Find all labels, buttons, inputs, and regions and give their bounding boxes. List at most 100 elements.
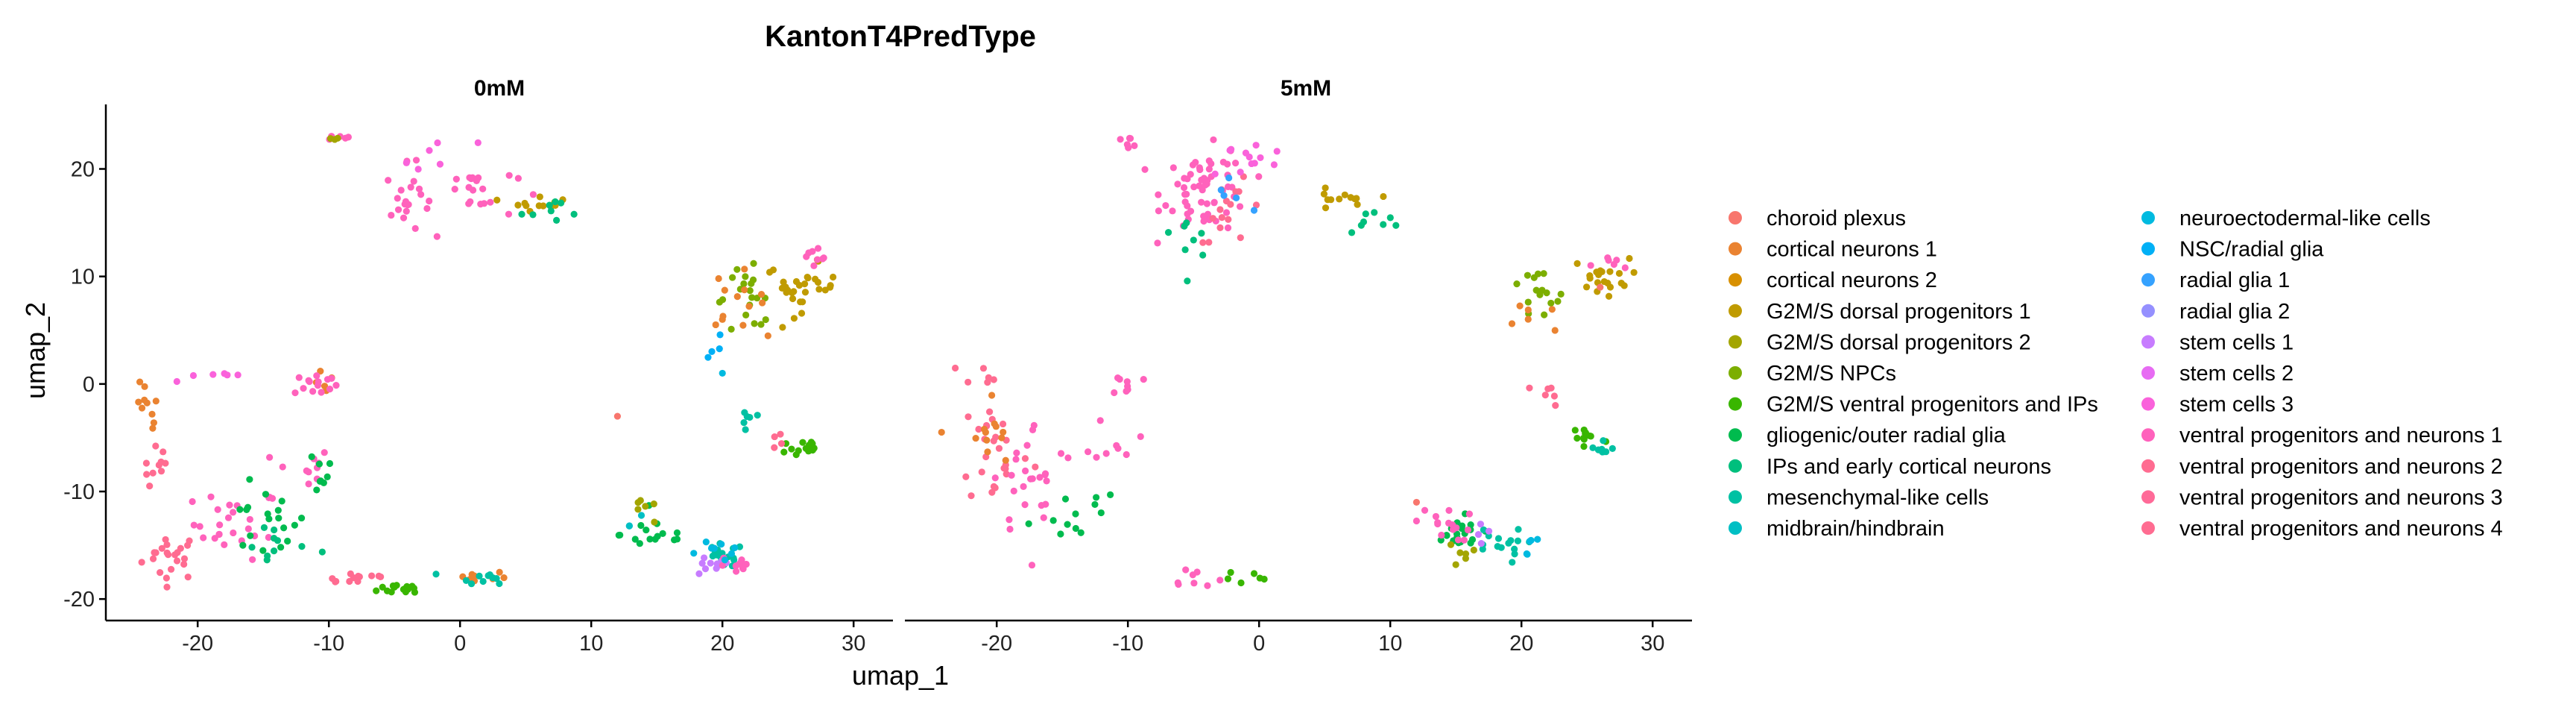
data-point — [1357, 222, 1365, 229]
data-point — [759, 299, 766, 307]
data-point — [757, 321, 765, 328]
facet-label-0mM: 0mM — [474, 76, 525, 101]
legend-item: cortical neurons 1 — [1729, 238, 1937, 262]
data-point — [716, 345, 723, 353]
data-point — [552, 198, 559, 206]
data-point — [1064, 521, 1071, 528]
data-point — [540, 202, 547, 210]
data-point — [239, 541, 247, 549]
data-point — [1184, 277, 1191, 285]
data-point — [1513, 280, 1521, 288]
x-tick-label: -10 — [1112, 632, 1143, 656]
data-point — [1250, 207, 1258, 214]
data-point — [615, 532, 622, 539]
data-point — [637, 521, 645, 530]
data-point — [474, 139, 482, 146]
data-point — [1251, 160, 1258, 167]
data-point — [701, 565, 710, 573]
data-point — [388, 588, 395, 596]
data-point — [309, 388, 317, 395]
data-point — [1021, 455, 1029, 462]
legend-label: NSC/radial glia — [2179, 238, 2324, 262]
data-point — [1190, 236, 1197, 244]
data-point — [1097, 509, 1105, 517]
data-point — [317, 367, 324, 375]
data-point — [1196, 166, 1204, 174]
y-tick-label: 0 — [83, 373, 95, 397]
legend-label: radial glia 1 — [2179, 268, 2290, 292]
data-point — [196, 523, 203, 530]
legend-item: ventral progenitors and neurons 2 — [2141, 455, 2503, 479]
data-point — [305, 480, 312, 488]
data-point — [713, 565, 720, 572]
data-point — [1183, 219, 1190, 227]
data-point — [379, 583, 386, 591]
data-point — [1511, 545, 1518, 553]
panel-5mM: -20 -10 0 10 20 30 — [905, 134, 1692, 656]
data-point — [1534, 270, 1542, 277]
data-point — [479, 577, 487, 585]
data-point — [1597, 283, 1604, 291]
data-point — [1169, 207, 1176, 215]
data-point — [1547, 299, 1555, 307]
data-point — [479, 185, 487, 192]
legend-label: ventral progenitors and neurons 3 — [2179, 486, 2503, 509]
data-point — [1102, 450, 1110, 457]
data-point — [150, 419, 158, 427]
data-point — [704, 354, 712, 361]
data-point — [1027, 475, 1035, 483]
data-point — [740, 280, 748, 288]
data-point — [404, 585, 412, 593]
data-point — [407, 183, 414, 191]
data-point — [1462, 555, 1469, 562]
data-point — [1336, 195, 1343, 203]
data-point — [1085, 448, 1092, 456]
data-point — [1465, 510, 1474, 518]
data-point — [271, 526, 278, 534]
data-point — [1524, 271, 1532, 279]
data-point — [1541, 392, 1549, 399]
facet-label-5mM: 5mM — [1281, 76, 1331, 101]
data-point — [1494, 535, 1503, 542]
data-point — [719, 315, 726, 323]
data-point — [1204, 582, 1211, 589]
data-point — [157, 569, 164, 577]
data-point — [216, 521, 224, 529]
legend-label: cortical neurons 1 — [1767, 238, 1937, 262]
data-point — [1606, 268, 1614, 275]
data-point — [200, 534, 207, 541]
data-point — [473, 177, 480, 184]
data-point — [1057, 450, 1065, 457]
legend-label: ventral progenitors and neurons 2 — [2179, 455, 2503, 479]
data-point — [1198, 198, 1205, 206]
points-5mM — [938, 134, 1638, 589]
data-point — [1174, 180, 1181, 188]
data-point — [733, 266, 741, 273]
data-point — [1447, 541, 1455, 548]
data-point — [985, 374, 992, 381]
legend-label: mesenchymal-like cells — [1767, 486, 1989, 509]
data-point — [801, 280, 809, 288]
data-point — [265, 533, 272, 541]
data-point — [224, 514, 233, 521]
data-point — [1154, 239, 1161, 247]
data-point — [1480, 526, 1487, 533]
legend-item: G2M/S ventral progenitors and IPs — [1729, 393, 2098, 417]
data-point — [716, 331, 724, 339]
data-point — [642, 503, 649, 510]
data-point — [160, 448, 167, 456]
data-point — [1600, 437, 1607, 445]
legend-swatch — [1729, 366, 1742, 380]
data-point — [975, 425, 982, 433]
data-point — [397, 186, 405, 194]
data-point — [780, 278, 787, 286]
data-point — [1162, 201, 1169, 210]
data-point — [1210, 199, 1218, 207]
data-point — [405, 201, 412, 208]
data-point — [1028, 562, 1036, 569]
data-point — [719, 369, 726, 377]
panel-0mM: -20 -10 0 10 20 -20 -10 0 10 20 30 — [63, 104, 893, 656]
data-point — [729, 274, 736, 281]
facet-panels: -20 -10 0 10 20 -20 -10 0 10 20 30 -20 -10 0 10 20 30 — [63, 104, 1692, 656]
data-point — [1477, 540, 1485, 547]
